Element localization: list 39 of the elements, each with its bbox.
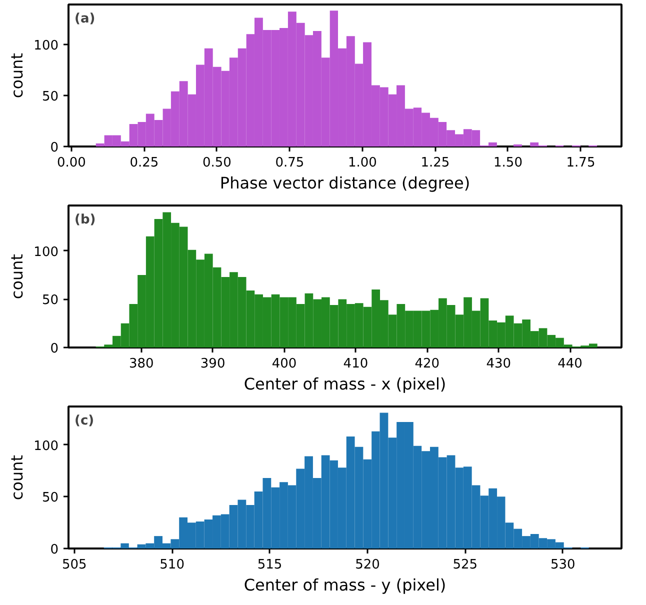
x-axis-title: Center of mass - y (pixel) [244,576,446,594]
y-axis-title: count [8,52,27,98]
y-tick-label: 50 [42,293,59,308]
y-tick-label: 50 [42,490,59,506]
x-tick-label: 505 [62,558,87,572]
y-axis-title: count [8,454,27,500]
y-tick-label: 0 [50,140,59,156]
annotation: (c) [74,414,94,428]
x-tick-label: 0.25 [130,156,159,170]
x-tick-label: 1.25 [420,156,450,170]
x-tick-label: 390 [200,356,226,372]
x-tick-label: 0.50 [202,156,232,170]
x-tick-label: 0.75 [275,156,304,170]
annotation: (a) [74,12,96,26]
x-tick-label: 525 [452,558,478,572]
annotation: (b) [74,212,96,228]
y-axis-title: count [8,254,27,300]
x-tick-label: 510 [160,558,184,572]
x-tick-label: 1.75 [566,156,596,170]
y-tick-label: 100 [34,244,59,260]
x-tick-label: 0.00 [56,156,86,170]
x-tick-label: 400 [272,356,297,372]
x-tick-label: 420 [414,356,440,372]
x-axis-title: Center of mass - x (pixel) [244,374,446,394]
x-tick-label: 1.50 [494,156,522,170]
y-tick-label: 100 [34,438,59,454]
y-tick-label: 100 [34,38,59,54]
x-tick-label: 515 [257,558,282,572]
x-tick-label: 1.00 [348,156,377,170]
x-tick-label: 440 [558,356,582,372]
x-tick-label: 530 [550,558,576,572]
x-tick-label: 410 [343,356,368,372]
y-tick-label: 50 [42,89,59,104]
x-axis-title: Phase vector distance (degree) [220,174,470,192]
x-tick-label: 520 [355,558,380,572]
x-tick-label: 380 [128,356,154,372]
y-tick-label: 0 [50,542,59,558]
x-tick-label: 430 [486,356,512,372]
y-tick-label: 0 [50,342,59,356]
